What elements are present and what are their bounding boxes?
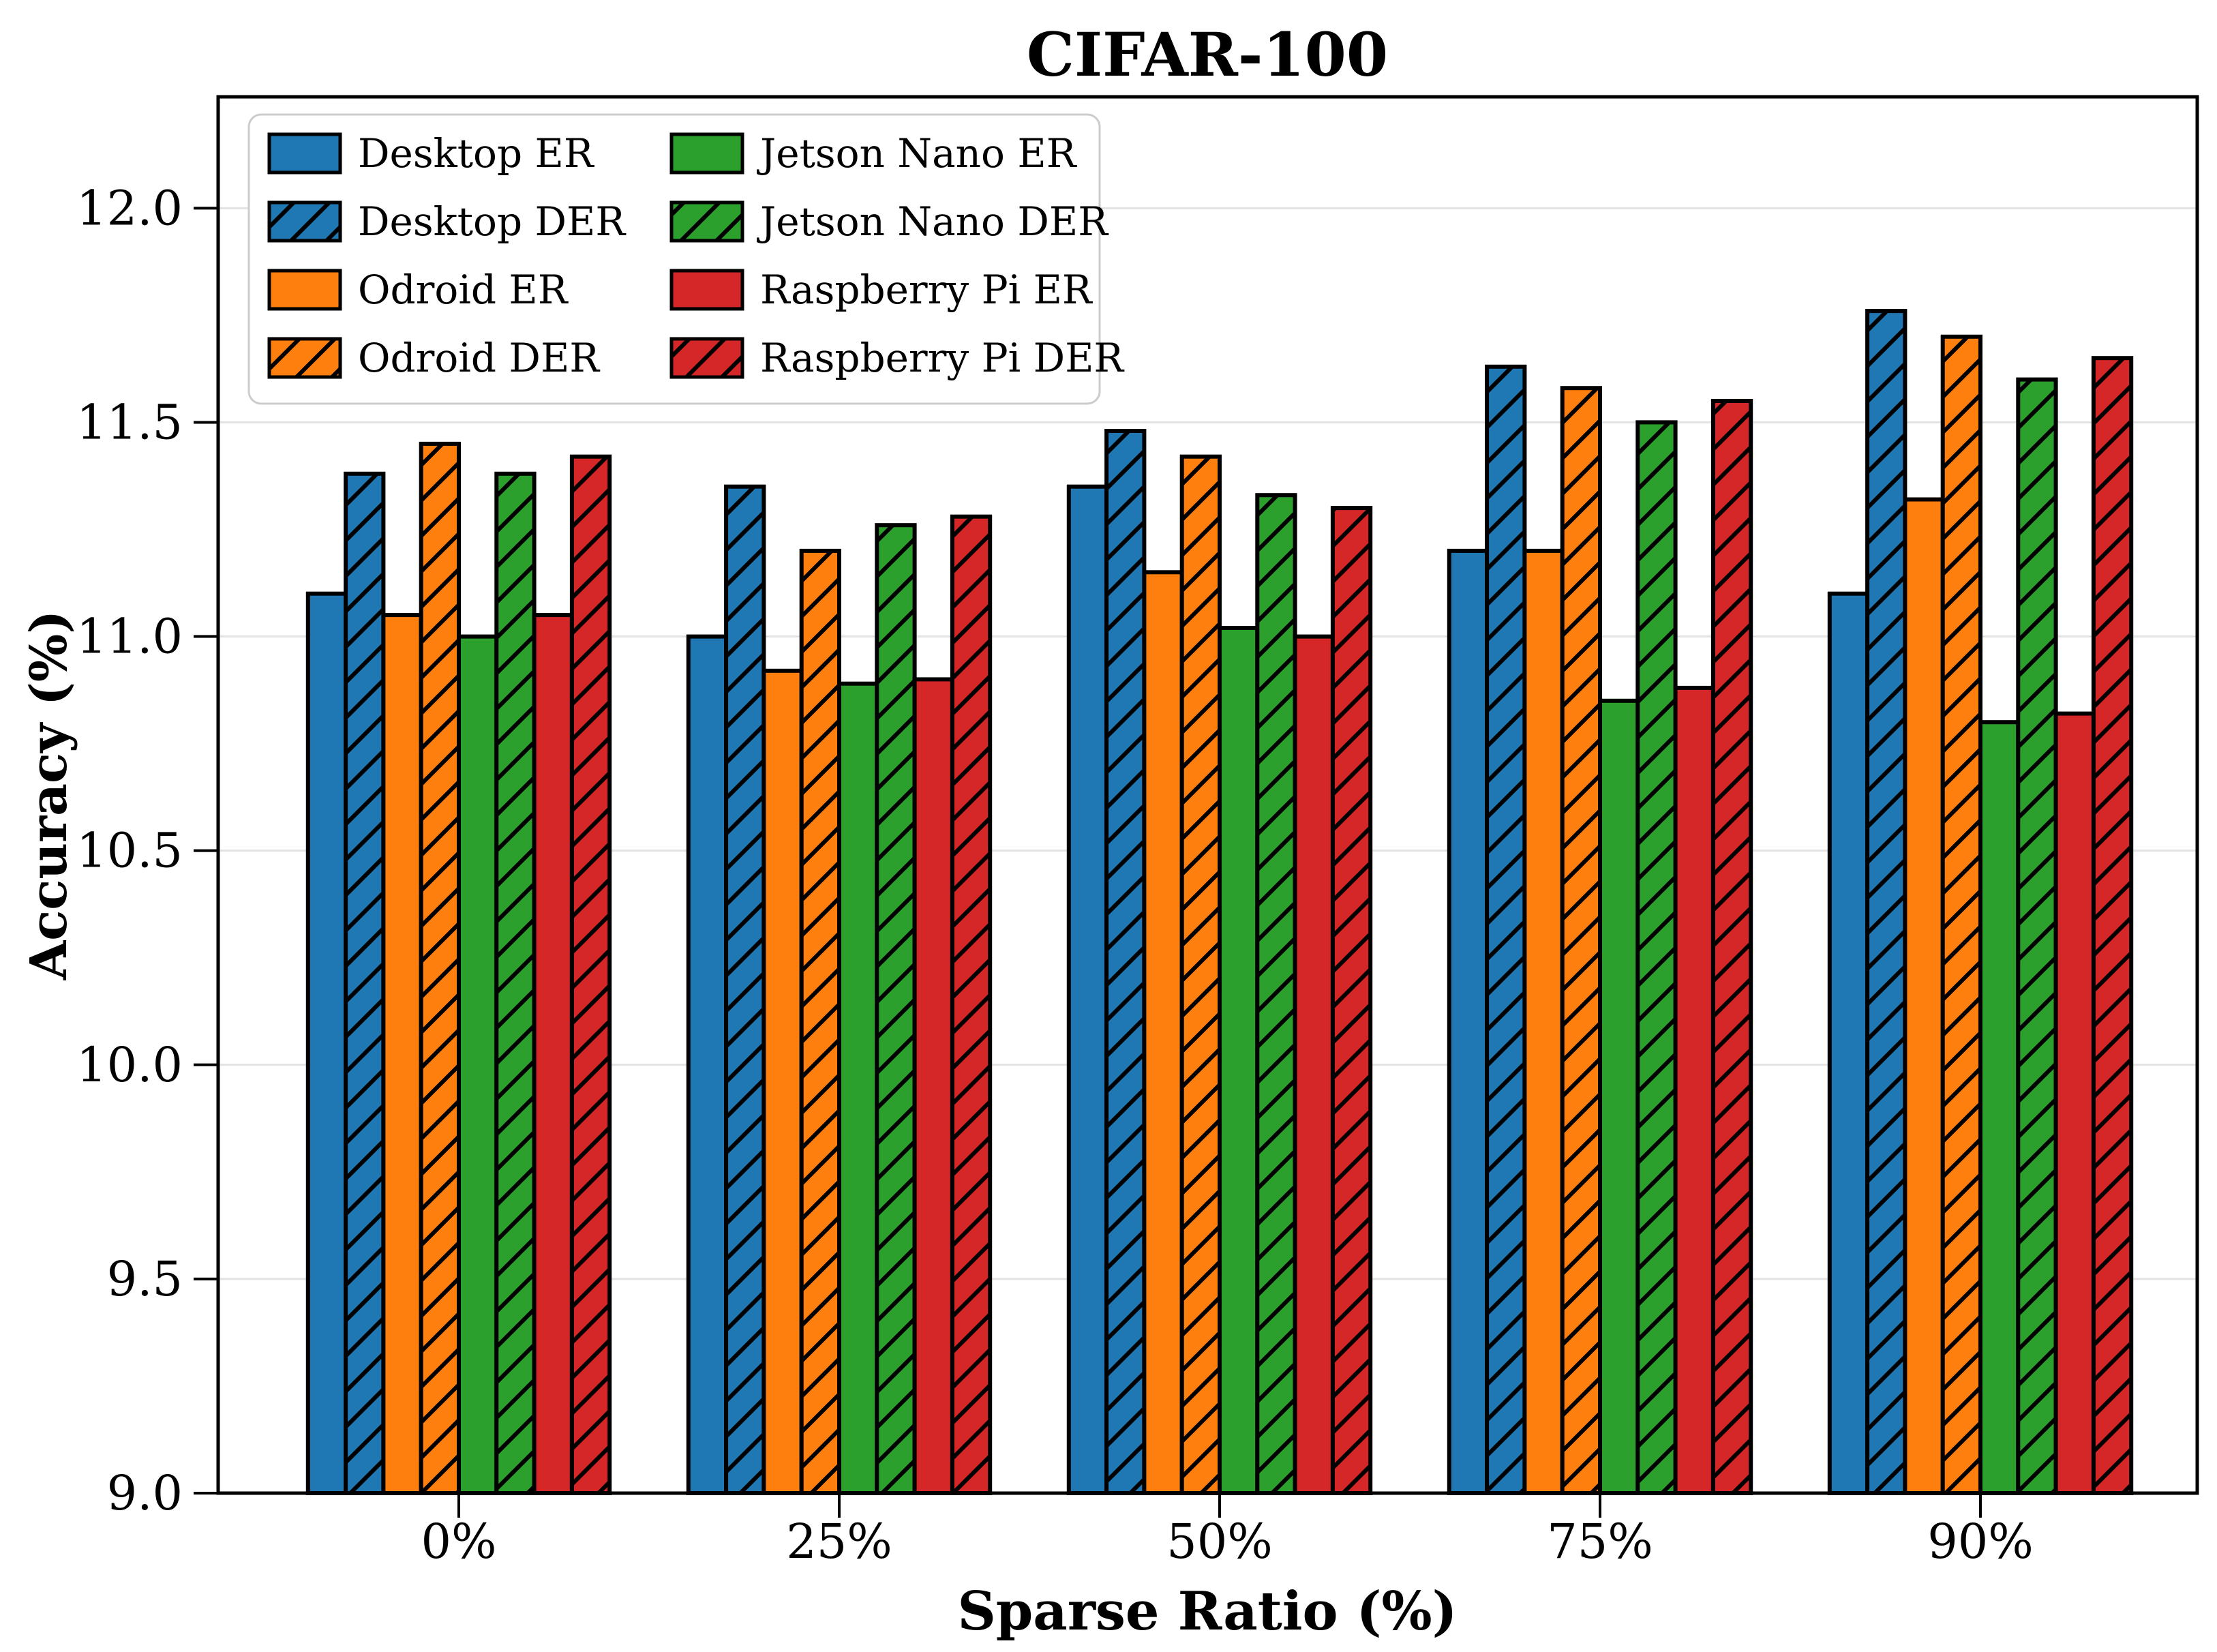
y-tick-label: 10.5 <box>76 823 183 879</box>
x-tick-label-75%: 75% <box>1547 1514 1653 1570</box>
legend-swatch-hatched <box>669 337 744 379</box>
bar-desktop-er-75% <box>1447 548 1490 1495</box>
plot-border <box>216 95 2199 1495</box>
legend-label: Jetson Nano DER <box>757 198 1109 245</box>
legend-item-jetson-nano-er: Jetson Nano ER <box>669 130 1078 177</box>
bar-desktop-der-0% <box>344 471 386 1495</box>
bar-jetson-nano-der-25% <box>875 523 917 1496</box>
y-tick-label: 12.0 <box>76 180 183 236</box>
bar-jetson-nano-er-50% <box>1218 626 1260 1495</box>
bar-jetson-nano-der-0% <box>494 471 537 1495</box>
y-tick-label: 10.0 <box>76 1037 183 1093</box>
bar-odroid-er-25% <box>761 668 804 1495</box>
legend-item-raspberry-pi-der: Raspberry Pi DER <box>669 335 1125 381</box>
legend-swatch <box>267 132 342 175</box>
legend-label: Odroid ER <box>358 267 569 313</box>
y-tick-label: 11.5 <box>76 394 183 450</box>
legend-swatch <box>669 132 744 175</box>
bar-odroid-er-75% <box>1522 548 1565 1495</box>
y-tick-label: 11.0 <box>76 609 183 665</box>
bar-jetson-nano-er-25% <box>837 681 879 1496</box>
y-tick-label: 9.5 <box>107 1251 183 1307</box>
legend-item-raspberry-pi-er: Raspberry Pi ER <box>669 267 1094 313</box>
bar-odroid-er-50% <box>1142 570 1184 1495</box>
x-tick-label-90%: 90% <box>1927 1514 2034 1570</box>
legend-swatch <box>669 269 744 311</box>
bar-raspberry-pi-er-75% <box>1673 685 1715 1495</box>
bar-jetson-nano-der-50% <box>1255 493 1297 1496</box>
x-tick-label-0%: 0% <box>421 1514 496 1570</box>
legend: Desktop ER Desktop DER Odroid ER Odroid DER… <box>247 113 1125 405</box>
bar-odroid-der-50% <box>1179 454 1222 1496</box>
legend-item-desktop-der: Desktop DER <box>267 198 627 245</box>
bar-odroid-der-75% <box>1560 386 1602 1496</box>
bar-raspberry-pi-der-90% <box>2091 356 2134 1496</box>
legend-swatch <box>267 269 342 311</box>
chart-title: CIFAR-100 <box>1026 19 1389 90</box>
y-tick-label: 9.0 <box>107 1465 183 1521</box>
bar-desktop-er-25% <box>686 634 729 1495</box>
bar-raspberry-pi-er-90% <box>2053 711 2096 1495</box>
bar-raspberry-pi-er-50% <box>1293 634 1335 1495</box>
x-axis-label: Sparse Ratio (%) <box>957 1580 1458 1642</box>
bar-odroid-der-0% <box>419 441 462 1495</box>
legend-label: Odroid DER <box>358 335 601 381</box>
bar-odroid-der-25% <box>799 548 841 1495</box>
bar-odroid-er-90% <box>1903 497 1945 1495</box>
bar-jetson-nano-der-90% <box>2016 377 2058 1495</box>
bar-jetson-nano-er-75% <box>1598 698 1640 1495</box>
bar-raspberry-pi-der-0% <box>569 454 612 1496</box>
x-tick-label-50%: 50% <box>1166 1514 1273 1570</box>
bar-jetson-nano-er-90% <box>1978 720 2021 1495</box>
bar-desktop-der-75% <box>1485 364 1527 1495</box>
bar-desktop-der-25% <box>724 484 766 1496</box>
bar-raspberry-pi-er-25% <box>912 677 954 1495</box>
bar-desktop-er-0% <box>305 591 348 1496</box>
bar-raspberry-pi-der-50% <box>1330 506 1373 1495</box>
legend-box <box>247 113 1101 405</box>
legend-label: Jetson Nano ER <box>757 130 1078 177</box>
x-tick-label-25%: 25% <box>786 1514 892 1570</box>
legend-label: Raspberry Pi ER <box>760 267 1094 313</box>
bar-odroid-er-0% <box>381 613 423 1495</box>
legend-label: Desktop ER <box>358 130 595 177</box>
bar-desktop-der-50% <box>1104 429 1147 1495</box>
legend-swatch-hatched <box>267 337 342 379</box>
bar-raspberry-pi-der-75% <box>1710 399 1753 1495</box>
legend-item-desktop-er: Desktop ER <box>267 130 595 177</box>
y-axis-label: Accuracy (%) <box>20 610 78 980</box>
bar-jetson-nano-der-75% <box>1635 420 1678 1495</box>
legend-label: Raspberry Pi DER <box>760 335 1125 381</box>
legend-label: Desktop DER <box>358 198 627 245</box>
legend-item-odroid-der: Odroid DER <box>267 335 601 381</box>
legend-swatch-hatched <box>669 200 744 243</box>
legend-item-jetson-nano-der: Jetson Nano DER <box>669 198 1109 245</box>
bar-desktop-er-50% <box>1066 484 1109 1496</box>
bar-odroid-der-90% <box>1940 334 1982 1495</box>
legend-swatch-hatched <box>267 200 342 243</box>
legend-item-odroid-er: Odroid ER <box>267 267 569 313</box>
bar-raspberry-pi-der-25% <box>950 514 993 1496</box>
bar-desktop-er-90% <box>1827 591 1870 1496</box>
bar-jetson-nano-er-0% <box>457 634 499 1495</box>
bar-desktop-der-90% <box>1865 309 1907 1496</box>
bar-raspberry-pi-er-0% <box>532 613 574 1495</box>
